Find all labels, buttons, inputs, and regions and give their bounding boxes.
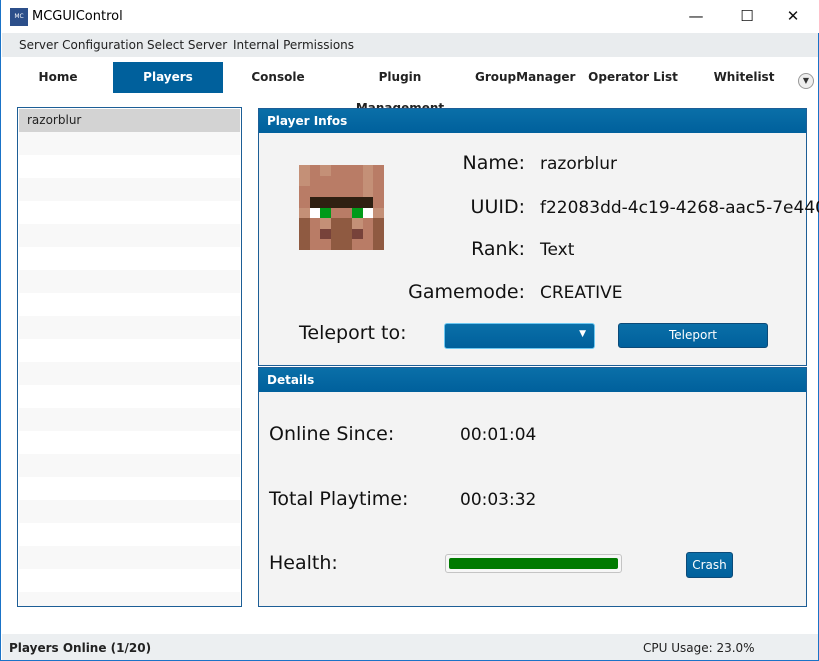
gamemode-label: Gamemode: (408, 281, 525, 303)
teleport-target-select[interactable]: ▼ (444, 323, 595, 349)
tab-home[interactable]: Home (38, 70, 78, 84)
crash-button[interactable]: Crash (686, 552, 733, 578)
total-playtime-label: Total Playtime: (269, 488, 409, 510)
tab-plugin-management[interactable]: Plugin Management (356, 70, 444, 115)
player-skin-face-icon (299, 165, 384, 250)
status-bar: Players Online (1/20) CPU Usage: 23.0% (2, 634, 818, 660)
health-bar-fill (449, 558, 618, 569)
cpu-usage: CPU Usage: 23.0% (643, 641, 755, 655)
online-since-label: Online Since: (269, 423, 395, 445)
tab-console[interactable]: Console (251, 70, 305, 84)
menu-select-server[interactable]: Select Server (147, 38, 228, 52)
tab-groupmanager[interactable]: GroupManager (475, 70, 576, 84)
maximize-icon[interactable]: ☐ (740, 7, 754, 25)
online-since-value: 00:01:04 (460, 425, 537, 445)
menu-bar: Server Configuration Select Server Inter… (2, 33, 818, 57)
name-label: Name: (462, 152, 525, 174)
player-rank: Text (540, 240, 575, 260)
players-online-count: Players Online (1/20) (9, 641, 152, 655)
health-label: Health: (269, 552, 338, 574)
details-header: Details (259, 368, 806, 392)
player-name: razorblur (540, 154, 617, 174)
rank-label: Rank: (471, 238, 525, 260)
health-bar (445, 554, 622, 573)
menu-internal-permissions[interactable]: Internal Permissions (233, 38, 355, 52)
player-infos-panel: Player Infos Name: razorblur UUID: f2208… (258, 108, 819, 366)
window-title: MCGUIControl (32, 9, 123, 24)
player-uuid: f22083dd-4c19-4268-aac5-7e4402 (540, 198, 819, 218)
title-bar: MC MCGUIControl — ☐ ✕ (1, 0, 819, 33)
details-panel: Details Online Since: 00:01:04 Total Pla… (258, 367, 807, 607)
teleport-label: Teleport to: (299, 322, 407, 344)
total-playtime-value: 00:03:32 (460, 490, 537, 510)
minimize-icon[interactable]: — (688, 7, 704, 25)
app-logo-icon: MC (10, 8, 28, 26)
tab-operator-list[interactable]: Operator List (588, 70, 678, 84)
player-list[interactable]: razorblur (17, 107, 242, 607)
chevron-down-icon: ▼ (579, 329, 586, 339)
menu-server-configuration[interactable]: Server Configuration (19, 38, 144, 52)
player-infos-header: Player Infos (259, 109, 806, 133)
uuid-label: UUID: (470, 196, 525, 218)
tab-players[interactable]: Players (113, 62, 223, 93)
list-item[interactable]: razorblur (19, 109, 240, 132)
close-icon[interactable]: ✕ (786, 7, 800, 25)
teleport-button[interactable]: Teleport (618, 323, 768, 348)
player-gamemode: CREATIVE (540, 283, 623, 303)
tab-whitelist[interactable]: Whitelist (713, 70, 775, 84)
tab-overflow-chevron-icon[interactable]: ▼ (798, 73, 814, 89)
